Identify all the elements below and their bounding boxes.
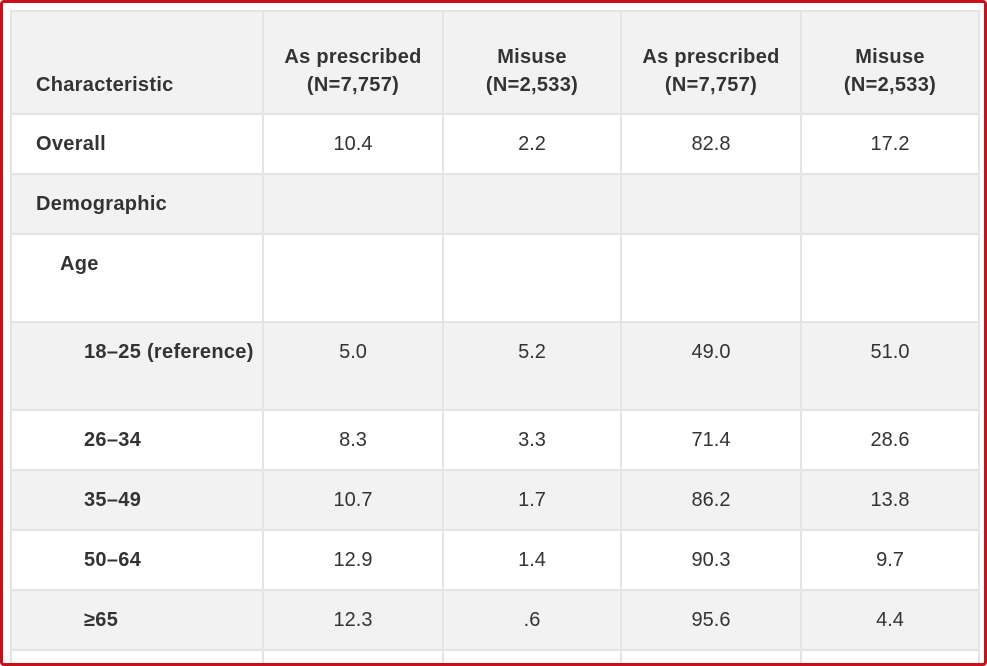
table-row: ≥65 12.3.6 95.6 4.4 — [10, 589, 980, 651]
empty-cell — [620, 173, 802, 235]
empty-cell — [978, 649, 980, 663]
empty-cell — [620, 233, 802, 323]
column-header: Characteristic — [10, 10, 264, 115]
empty-cell — [262, 649, 444, 663]
value-cell: 49.0 — [620, 321, 802, 411]
data-table: Characteristic As prescribed (N=7,757) Mis… — [10, 10, 980, 663]
table-row: 35–49 10.7 1.7 86.2 13.8 — [10, 469, 980, 531]
table-row: 50–64 12.9 1.4 90.3 9.7 — [10, 529, 980, 591]
empty-cell — [262, 233, 444, 323]
table-row — [10, 649, 980, 663]
edge-cell — [978, 409, 980, 471]
edge-cell — [978, 529, 980, 591]
row-label: 26–34 — [10, 409, 264, 471]
empty-cell — [10, 649, 264, 663]
empty-cell — [620, 649, 802, 663]
edge-cell — [978, 113, 980, 175]
value-cell: 71.4 — [620, 409, 802, 471]
table-row: Age — [10, 233, 980, 323]
header-row: Characteristic As prescribed (N=7,757) Mis… — [10, 10, 980, 115]
value-cell: 10.4 — [262, 113, 444, 175]
value-cell: 9.7 — [800, 529, 980, 591]
value-cell: 1.4 — [442, 529, 622, 591]
value-cell: 12.3 — [262, 589, 444, 651]
empty-cell — [262, 173, 444, 235]
edge-cell — [978, 589, 980, 651]
edge-cell — [978, 233, 980, 323]
value-cell: 2.2 — [442, 113, 622, 175]
table-row: Demographic — [10, 173, 980, 235]
value-cell: 13.8 — [800, 469, 980, 531]
table-row: 18–25 (reference) 5.0 5.2 49.0 51.0 — [10, 321, 980, 411]
value-cell: 1.7 — [442, 469, 622, 531]
value-cell: 4.4 — [800, 589, 980, 651]
value-cell: 5.0 — [262, 321, 444, 411]
value-cell: 86.2 — [620, 469, 802, 531]
row-label: 50–64 — [10, 529, 264, 591]
value-cell: 5.2 — [442, 321, 622, 411]
value-cell: 10.7 — [262, 469, 444, 531]
table-body: Overall 10.4 2.2 82.8 17.2 Demographic Age 18–2… — [10, 113, 980, 663]
value-cell: 8.3 — [262, 409, 444, 471]
table-row: Overall 10.4 2.2 82.8 17.2 — [10, 113, 980, 175]
row-label: Demographic — [10, 173, 264, 235]
value-cell: 90.3 — [620, 529, 802, 591]
row-label: Overall — [10, 113, 264, 175]
column-header: Misuse (N=2,533) — [442, 10, 622, 115]
value-cell: 95.6 — [620, 589, 802, 651]
row-label: 35–49 — [10, 469, 264, 531]
empty-cell — [442, 649, 622, 663]
empty-cell — [442, 233, 622, 323]
row-label: ≥65 — [10, 589, 264, 651]
row-label: Age — [10, 233, 264, 323]
empty-cell — [442, 173, 622, 235]
column-header: Misuse (N=2,533) — [800, 10, 980, 115]
empty-cell — [800, 649, 980, 663]
empty-cell — [800, 233, 980, 323]
column-header: As prescribed (N=7,757) — [620, 10, 802, 115]
value-cell: 51.0 — [800, 321, 980, 411]
value-cell: 82.8 — [620, 113, 802, 175]
value-cell: 3.3 — [442, 409, 622, 471]
value-cell: 12.9 — [262, 529, 444, 591]
empty-cell — [800, 173, 980, 235]
table-wrapper: Characteristic As prescribed (N=7,757) Mis… — [10, 10, 980, 663]
column-header: As prescribed (N=7,757) — [262, 10, 444, 115]
edge-cell — [978, 173, 980, 235]
value-cell: 17.2 — [800, 113, 980, 175]
edge-cell — [978, 321, 980, 411]
value-cell: .6 — [442, 589, 622, 651]
value-cell: 28.6 — [800, 409, 980, 471]
table-row: 26–34 8.3 3.3 71.4 28.6 — [10, 409, 980, 471]
edge-cell — [978, 469, 980, 531]
edge-cell — [978, 10, 980, 115]
row-label: 18–25 (reference) — [10, 321, 264, 411]
